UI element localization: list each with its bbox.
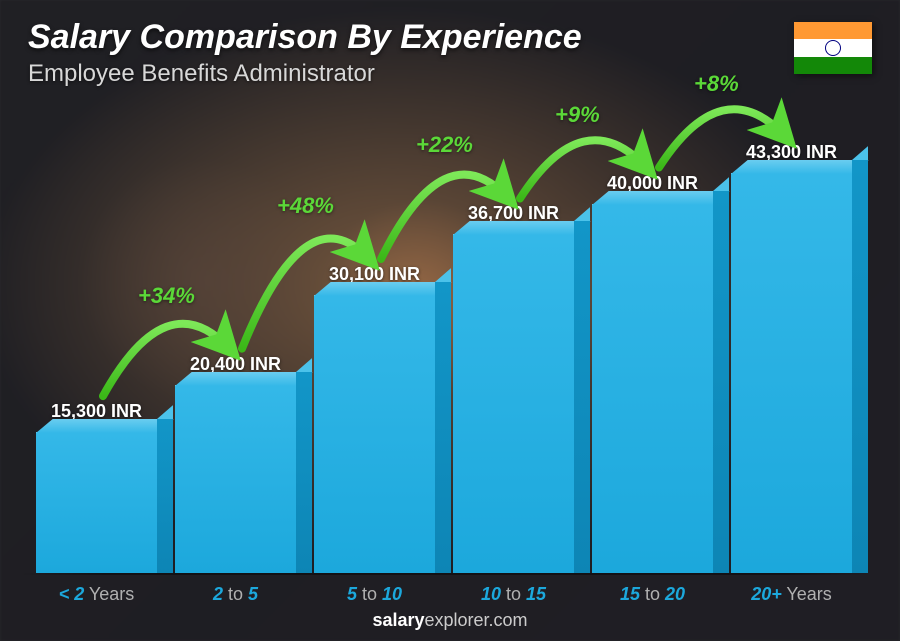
bar (175, 385, 296, 573)
bar-group: 15,300 INR< 2 Years (36, 401, 157, 573)
bar-group: 43,300 INR20+ Years (731, 142, 852, 573)
x-axis-label: 5 to 10 (347, 584, 402, 605)
bar-group: 30,100 INR5 to 10 (314, 264, 435, 573)
flag-green-stripe (794, 57, 872, 74)
growth-percent-label: +34% (138, 283, 195, 309)
bar (731, 173, 852, 573)
growth-percent-label: +9% (555, 102, 600, 128)
bar (314, 295, 435, 573)
country-flag-india (794, 22, 872, 74)
x-axis-label: 15 to 20 (620, 584, 685, 605)
flag-saffron-stripe (794, 22, 872, 39)
growth-percent-label: +8% (694, 71, 739, 97)
bar-group: 20,400 INR2 to 5 (175, 354, 296, 573)
flag-white-stripe (794, 39, 872, 56)
x-axis-label: < 2 Years (59, 584, 135, 605)
x-axis-label: 10 to 15 (481, 584, 546, 605)
bar-group: 40,000 INR15 to 20 (592, 173, 713, 574)
x-axis-label: 20+ Years (751, 584, 832, 605)
infographic-container: Salary Comparison By Experience Employee… (0, 0, 900, 641)
growth-percent-label: +48% (277, 193, 334, 219)
footer-attribution: salaryexplorer.com (0, 610, 900, 631)
chart-subtitle: Employee Benefits Administrator (28, 60, 375, 88)
chart-baseline (20, 573, 870, 575)
growth-percent-label: +22% (416, 132, 473, 158)
bar (592, 204, 713, 574)
footer-domain: explorer.com (425, 610, 528, 630)
footer-brand: salary (372, 610, 424, 630)
bar (453, 234, 574, 573)
bar-chart: 15,300 INR< 2 Years20,400 INR2 to 530,10… (36, 103, 852, 573)
chart-title: Salary Comparison By Experience (28, 18, 582, 57)
bar-group: 36,700 INR10 to 15 (453, 203, 574, 573)
x-axis-label: 2 to 5 (213, 584, 258, 605)
bar (36, 432, 157, 573)
